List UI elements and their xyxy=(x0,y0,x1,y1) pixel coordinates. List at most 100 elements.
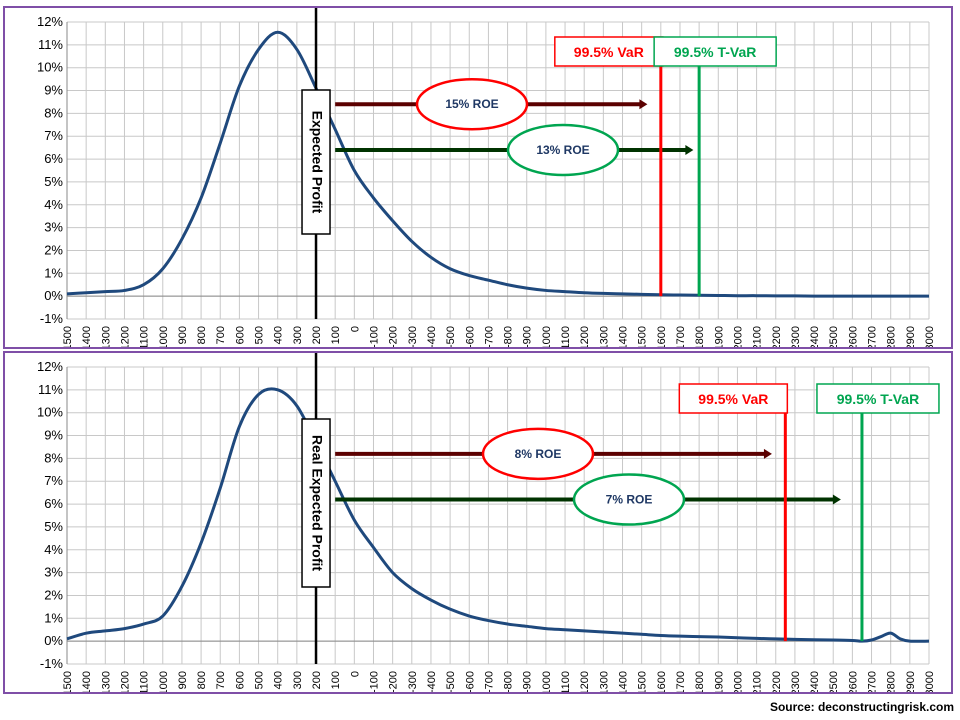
x-tick-label: -100 xyxy=(368,326,380,347)
y-tick-label: 5% xyxy=(44,519,63,534)
x-tick-label: -800 xyxy=(503,326,515,347)
y-tick-label: 3% xyxy=(44,220,63,235)
x-tick-label: 1500 xyxy=(62,326,74,347)
x-tick-label: -1600 xyxy=(656,671,668,692)
x-tick-label: 300 xyxy=(292,326,304,344)
y-tick-label: 10% xyxy=(37,60,63,75)
y-tick-label: 7% xyxy=(44,473,63,488)
expected-profit-box xyxy=(301,418,331,588)
x-tick-label: -700 xyxy=(483,326,495,347)
x-tick-label: -800 xyxy=(503,671,515,692)
y-tick-label: 12% xyxy=(37,14,63,29)
x-tick-label: -1500 xyxy=(637,326,649,347)
x-tick-label: -1400 xyxy=(618,326,630,347)
x-tick-label: -400 xyxy=(426,326,438,347)
var-box xyxy=(554,36,664,67)
x-tick-label: -1900 xyxy=(713,326,725,347)
x-tick-label: -500 xyxy=(445,326,457,347)
roe-arrow-7-oval xyxy=(572,473,686,526)
x-tick-label: 700 xyxy=(215,671,227,689)
x-tick-label: 400 xyxy=(273,326,285,344)
x-tick-label: 0 xyxy=(349,671,361,677)
x-tick-label: -2600 xyxy=(847,671,859,692)
x-tick-label: -2600 xyxy=(847,326,859,347)
y-tick-label: 2% xyxy=(44,242,63,257)
source-note: Source: deconstructingrisk.com xyxy=(769,700,954,714)
x-tick-label: -3000 xyxy=(924,326,936,347)
x-tick-label: -1800 xyxy=(694,326,706,347)
var-box xyxy=(678,383,789,414)
var-label: 99.5% VaR xyxy=(574,44,644,60)
y-tick-label: 6% xyxy=(44,151,63,166)
x-tick-label: -2800 xyxy=(886,326,898,347)
x-tick-label: 0 xyxy=(349,326,361,332)
x-tick-label: -300 xyxy=(407,671,419,692)
x-tick-label: -900 xyxy=(522,326,534,347)
x-tick-label: 1300 xyxy=(100,671,112,692)
x-tick-label: -1200 xyxy=(579,671,591,692)
top-grid xyxy=(66,21,930,320)
x-tick-label: -1400 xyxy=(618,671,630,692)
x-tick-label: -900 xyxy=(522,671,534,692)
tvar-box xyxy=(653,36,777,67)
tvar-label: 99.5% T-VaR xyxy=(837,391,920,407)
x-tick-label: -2100 xyxy=(752,671,764,692)
x-tick-label: -400 xyxy=(426,671,438,692)
y-tick-label: 12% xyxy=(37,359,63,374)
x-tick-label: -2000 xyxy=(732,326,744,347)
roe-arrow-7-label: 7% ROE xyxy=(606,493,653,507)
roe-arrow-13-oval xyxy=(506,123,620,177)
expected-profit-label: Real Expected Profit xyxy=(309,435,325,571)
distribution-curve xyxy=(66,387,930,643)
x-tick-label: 500 xyxy=(254,326,266,344)
x-tick-label: -1200 xyxy=(579,326,591,347)
x-tick-label: 900 xyxy=(177,326,189,344)
tvar-label: 99.5% T-VaR xyxy=(674,44,757,60)
x-tick-label: -2300 xyxy=(790,326,802,347)
x-tick-label: 800 xyxy=(196,326,208,344)
x-tick-label: -2400 xyxy=(809,671,821,692)
y-tick-label: 6% xyxy=(44,496,63,511)
x-tick-label: -1500 xyxy=(637,671,649,692)
y-tick-label: 11% xyxy=(38,37,63,52)
x-tick-label: -2500 xyxy=(828,326,840,347)
y-tick-label: 0% xyxy=(44,633,63,648)
x-tick-label: 1400 xyxy=(81,671,93,692)
x-tick-label: 1400 xyxy=(81,326,93,347)
bottom-chart: -1% 0% 1% 2% 3% 4% 5% 6% 7% 8% 9% 10% 11% 12% 1500 1400… xyxy=(37,353,940,692)
x-tick-label: -2700 xyxy=(867,326,879,347)
x-tick-label: 1100 xyxy=(139,671,151,692)
x-tick-label: -200 xyxy=(388,671,400,692)
x-tick-label: -200 xyxy=(388,326,400,347)
x-tick-label: -2500 xyxy=(828,671,840,692)
x-tick-label: -1700 xyxy=(675,326,687,347)
y-tick-label: -1% xyxy=(40,311,64,326)
x-tick-label: 1500 xyxy=(62,671,74,692)
x-tick-label: -1100 xyxy=(560,671,572,692)
x-tick-label: 200 xyxy=(311,326,323,344)
x-tick-label: -1800 xyxy=(694,671,706,692)
roe-arrow-15-head xyxy=(639,99,648,110)
x-tick-label: -1300 xyxy=(598,326,610,347)
x-tick-label: 1200 xyxy=(119,671,131,692)
x-tick-label: -1000 xyxy=(541,671,553,692)
x-tick-label: -2900 xyxy=(905,671,917,692)
x-tick-label: 100 xyxy=(330,326,342,344)
x-tick-label: 400 xyxy=(273,671,285,689)
y-tick-label: 9% xyxy=(44,428,63,443)
x-tick-label: 1200 xyxy=(119,326,131,347)
y-tick-label: 8% xyxy=(44,105,63,120)
x-tick-label: -500 xyxy=(445,671,457,692)
y-tick-label: 8% xyxy=(44,450,63,465)
x-tick-label: -2200 xyxy=(771,326,783,347)
roe-arrow-7-head xyxy=(832,494,841,505)
x-tick-label: 1000 xyxy=(158,671,170,692)
x-tick-label: -3000 xyxy=(924,671,936,692)
x-tick-label: -1100 xyxy=(560,326,572,347)
roe-arrow-15-label: 15% ROE xyxy=(445,97,498,111)
x-tick-label: 900 xyxy=(177,671,189,689)
var-label: 99.5% VaR xyxy=(698,391,768,407)
roe-arrow-8-head xyxy=(763,448,772,459)
x-tick-label: -2100 xyxy=(752,326,764,347)
top-chart-panel: -1% 0% 1% 2% 3% 4% 5% 6% 7% 8% 9% 10% 11% 12% 1500 1400… xyxy=(3,6,953,349)
